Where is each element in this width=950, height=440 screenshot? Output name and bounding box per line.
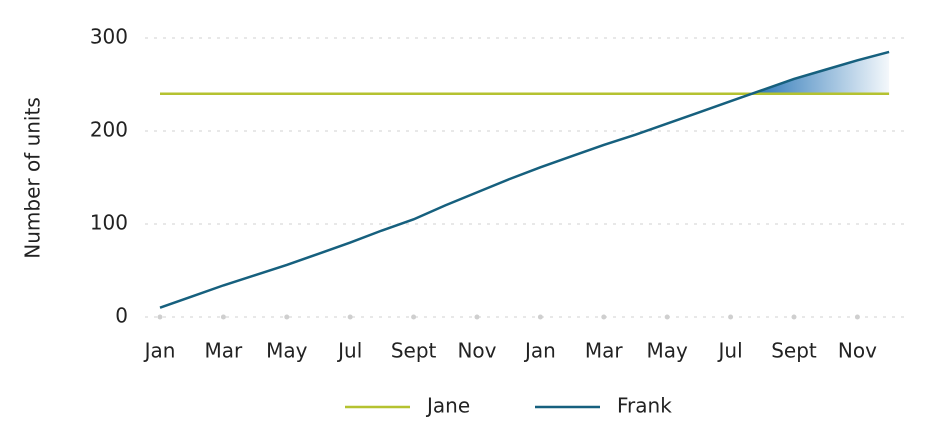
y-tick-label: 300 [90,25,128,49]
y-tick-label: 0 [115,304,128,328]
y-axis-label: Number of units [21,97,45,259]
x-tick-dot [347,314,353,320]
excess-area [751,51,890,94]
x-tick-dot [474,314,480,320]
y-tick-label: 200 [90,118,128,142]
x-tick-label: Sept [391,339,437,363]
x-tick-dot [220,314,226,320]
x-tick-dot [664,314,670,320]
x-tick-dot [728,314,734,320]
x-tick-label: Mar [205,339,244,363]
legend-label: Jane [425,394,470,418]
x-tick-label: May [266,339,308,363]
x-tick-label: Jul [717,339,743,363]
x-tick-dot [284,314,290,320]
x-tick-label: Mar [585,339,624,363]
x-tick-label: Jul [336,339,362,363]
x-tick-dot [411,314,417,320]
y-tick-label: 100 [90,211,128,235]
x-tick-label: Nov [457,339,496,363]
x-tick-dot [601,314,607,320]
x-tick-dot [791,314,797,320]
series-line [159,50,890,309]
x-tick-label: Sept [771,339,817,363]
x-tick-dot [157,314,163,320]
x-tick-label: Nov [838,339,877,363]
x-tick-label: Jan [143,339,176,363]
x-tick-label: Jan [523,339,556,363]
x-tick-dot [537,314,543,320]
legend-label: Frank [617,394,672,418]
x-tick-label: May [647,339,689,363]
x-tick-dot [854,314,860,320]
